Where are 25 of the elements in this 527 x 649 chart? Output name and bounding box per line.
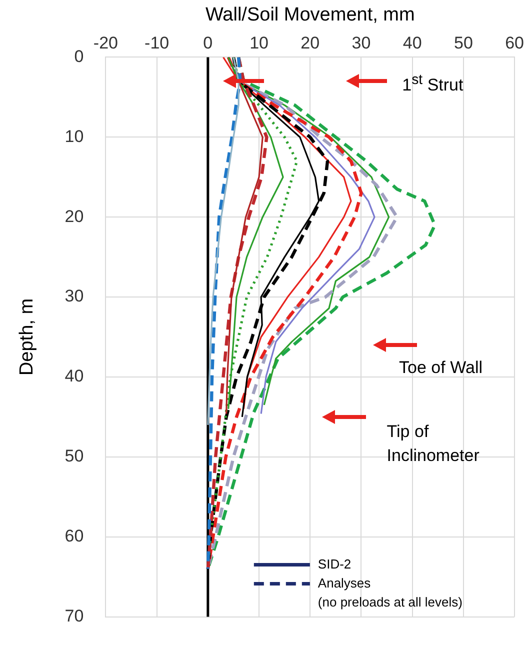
x-tick-label: 50 <box>454 34 473 53</box>
x-tick-label: 20 <box>300 34 320 53</box>
x-tick-label: 10 <box>250 34 268 53</box>
legend-label: SID-2 <box>318 556 352 572</box>
legend-label: Analyses <box>318 575 372 590</box>
x-tick-label: 60 <box>505 34 524 53</box>
x-axis-title: Wall/Soil Movement, mm <box>205 4 415 26</box>
annotation: Tip of Inclinometer <box>386 420 480 467</box>
x-tick-label: 0 <box>203 34 213 53</box>
annotation: 1$^{st}$ Strut <box>402 71 464 97</box>
y-tick-label: 40 <box>64 366 84 386</box>
y-axis-title: Depth, m <box>16 298 38 376</box>
x-tick-label: -10 <box>144 34 170 53</box>
y-tick-label: 0 <box>74 46 84 66</box>
y-tick-label: 70 <box>64 606 84 626</box>
annotation: (no preloads at all levels) <box>318 594 462 610</box>
y-tick-label: 20 <box>64 206 84 226</box>
annotation: Toe of Wall <box>399 356 483 379</box>
x-tick-label: 30 <box>352 34 371 53</box>
y-tick-label: 10 <box>64 126 84 146</box>
y-tick-label: 30 <box>64 286 84 306</box>
x-tick-label: 40 <box>402 34 422 53</box>
y-tick-label: 50 <box>64 446 84 466</box>
y-tick-label: 60 <box>64 526 84 546</box>
x-tick-label: -20 <box>93 34 118 53</box>
